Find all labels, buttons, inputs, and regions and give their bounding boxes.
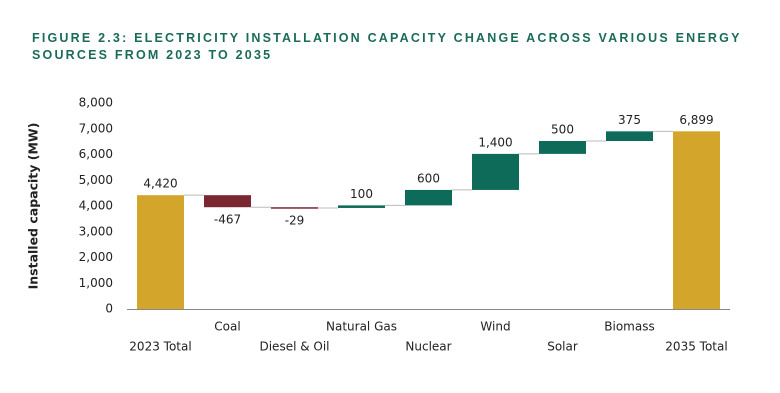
- bar: [472, 153, 519, 190]
- x-tick-label: 2023 Total: [129, 340, 191, 354]
- chart-title: FIGURE 2.3: ELECTRICITY INSTALLATION CAP…: [32, 31, 742, 62]
- bar: [606, 131, 653, 142]
- y-tick-label: 3,000: [79, 224, 113, 238]
- x-tick-label: Wind: [480, 320, 510, 334]
- y-tick-label: 5,000: [79, 173, 113, 187]
- x-tick-label: 2035 Total: [665, 340, 727, 354]
- x-tick-label: Diesel & Oil: [259, 340, 329, 354]
- x-tick-label: Natural Gas: [326, 320, 397, 334]
- value-label: 1,400: [478, 135, 512, 149]
- value-label: 375: [618, 113, 641, 127]
- bar: [137, 195, 184, 309]
- bar: [539, 141, 586, 154]
- y-tick-label: 8,000: [79, 96, 113, 110]
- bar: [271, 207, 318, 209]
- value-label: 500: [551, 123, 574, 137]
- value-label: 100: [350, 187, 373, 201]
- value-label: 4,420: [143, 177, 177, 191]
- x-tick-label: Nuclear: [405, 340, 451, 354]
- x-tick-label: Biomass: [604, 320, 654, 334]
- y-tick-label: 0: [105, 302, 113, 316]
- y-axis-label: Installed capacity (MW): [26, 123, 41, 290]
- bar: [204, 195, 251, 208]
- x-tick-label: Solar: [547, 340, 578, 354]
- x-tick-label: Coal: [214, 320, 240, 334]
- y-tick-label: 7,000: [79, 121, 113, 135]
- y-tick-label: 1,000: [79, 276, 113, 290]
- value-label: 6,899: [679, 113, 713, 127]
- bar: [405, 189, 452, 206]
- value-label: -29: [285, 213, 305, 227]
- y-tick-label: 4,000: [79, 199, 113, 213]
- bar: [673, 131, 720, 309]
- bar: [338, 205, 385, 208]
- y-tick-label: 6,000: [79, 147, 113, 161]
- y-tick-label: 2,000: [79, 250, 113, 264]
- value-label: -467: [214, 213, 241, 227]
- value-label: 600: [417, 171, 440, 185]
